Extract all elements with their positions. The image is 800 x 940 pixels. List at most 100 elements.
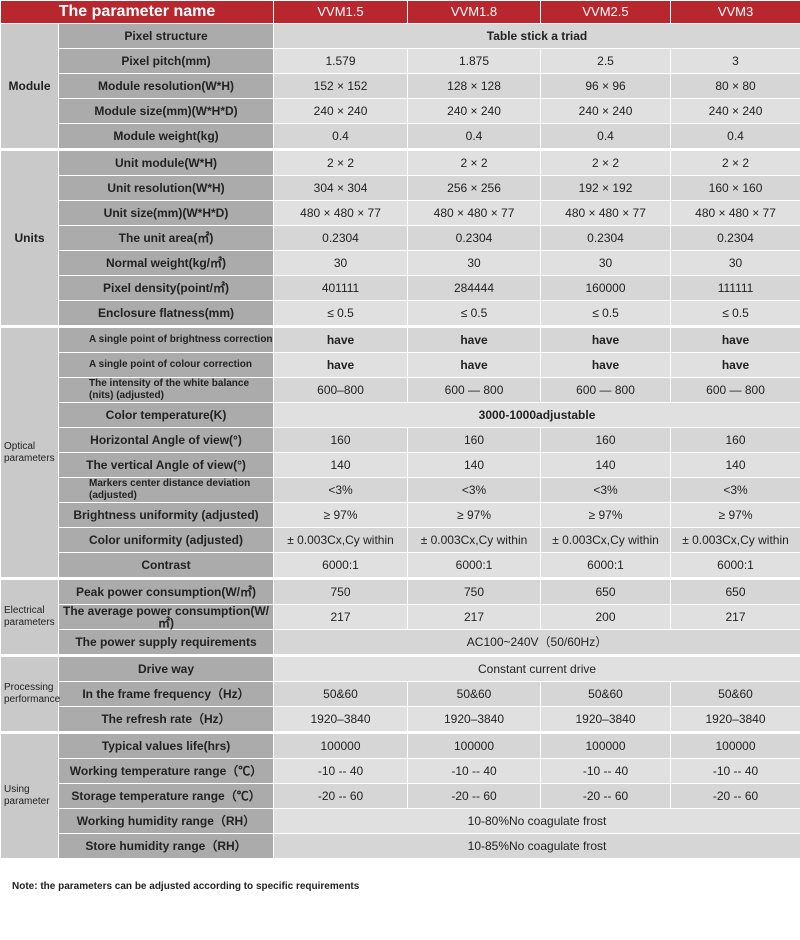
value-cell: 160 xyxy=(407,427,542,453)
value-cell: 1.875 xyxy=(407,48,542,74)
value-cell: 1920–3840 xyxy=(407,706,542,733)
table-row: Contrast 6000:1 6000:1 6000:1 6000:1 xyxy=(1,552,800,579)
parameter-label: Module size(mm)(W*H*D) xyxy=(57,98,275,124)
table-row: Enclosure flatness(mm) ≤ 0.5 ≤ 0.5 ≤ 0.5 ≤ 0… xyxy=(1,300,800,327)
value-cell: 192 × 192 xyxy=(540,175,672,201)
value-cell: 0.2304 xyxy=(540,225,672,251)
value-cell: -10 -- 40 xyxy=(407,758,542,784)
value-cell: 100000 xyxy=(273,731,409,759)
table-row: Using parameter Typical values life(hrs) 1… xyxy=(0,731,800,859)
parameter-label: Color temperature(K) xyxy=(57,402,275,428)
parameter-label: Brightness uniformity (adjusted) xyxy=(57,502,275,528)
value-cell: ≥ 97% xyxy=(273,502,409,528)
model-header: VVM1.5 xyxy=(273,0,409,24)
parameter-label: In the frame frequency（Hz） xyxy=(57,681,275,707)
model-header: VVM3 xyxy=(670,0,800,24)
value-cell: -10 -- 40 xyxy=(273,758,409,784)
table-row: Module Pixel structure Table stick a triad xyxy=(0,23,800,150)
value-cell: have xyxy=(540,352,672,378)
value-cell: 650 xyxy=(670,577,800,605)
table-row: Color uniformity (adjusted) ± 0.003Cx,Cy … xyxy=(1,527,800,553)
value-cell: -20 -- 60 xyxy=(273,783,409,809)
value-cell: 100000 xyxy=(540,731,672,759)
spec-table: The parameter name VVM1.5 VVM1.8 VVM2.5 … xyxy=(0,0,800,859)
model-header: VVM1.8 xyxy=(407,0,542,24)
table-row: Markers center distance deviation (adjus… xyxy=(1,477,800,503)
table-row: Unit resolution(W*H) 304 × 304 256 × 256 19… xyxy=(1,175,800,201)
value-cell: 160 xyxy=(670,427,800,453)
value-cell: have xyxy=(407,352,542,378)
value-cell: -10 -- 40 xyxy=(540,758,672,784)
value-cell: 217 xyxy=(407,604,542,630)
value-cell: 50&60 xyxy=(407,681,542,707)
table-row: In the frame frequency（Hz） 50&60 50&60 50&6… xyxy=(1,681,800,707)
value-cell: 160000 xyxy=(540,275,672,301)
value-cell: 80 × 80 xyxy=(670,73,800,99)
table-row: The intensity of the white balance (nits… xyxy=(1,377,800,403)
value-cell: have xyxy=(670,352,800,378)
parameter-label: Module weight(kg) xyxy=(57,123,275,150)
value-cell: 480 × 480 × 77 xyxy=(273,200,409,226)
value-cell: 3 xyxy=(670,48,800,74)
table-row: Pixel density(point/㎡) 401111 284444 160000… xyxy=(1,275,800,301)
value-cell: have xyxy=(273,352,409,378)
value-cell: have xyxy=(540,325,672,353)
table-row: Module resolution(W*H) 152 × 152 128 × 128… xyxy=(1,73,800,99)
parameter-label: Enclosure flatness(mm) xyxy=(57,300,275,327)
value-cell: 217 xyxy=(670,604,800,630)
value-cell: 480 × 480 × 77 xyxy=(407,200,542,226)
value-cell: 2 × 2 xyxy=(273,148,409,176)
value-cell: <3% xyxy=(540,477,672,503)
value-cell: 240 × 240 xyxy=(273,98,409,124)
value-cell: 160 × 160 xyxy=(670,175,800,201)
value-cell: 111111 xyxy=(670,275,800,301)
value-cell: 2.5 xyxy=(540,48,672,74)
model-header: VVM2.5 xyxy=(540,0,672,24)
value-cell: ± 0.003Cx,Cy within xyxy=(273,527,409,553)
value-cell: 240 × 240 xyxy=(540,98,672,124)
table-row: The refresh rate（Hz） 1920–3840 1920–3840 19… xyxy=(1,706,800,733)
value-cell: ≤ 0.5 xyxy=(670,300,800,327)
value-cell: 1.579 xyxy=(273,48,409,74)
value-cell: 0.4 xyxy=(273,123,409,150)
value-cell: 6000:1 xyxy=(407,552,542,579)
value-cell: 30 xyxy=(670,250,800,276)
table-row: Working humidity range（RH） 10-80%No coagu… xyxy=(1,808,800,834)
value-cell: 1920–3840 xyxy=(540,706,672,733)
parameter-label: A single point of colour correction xyxy=(57,352,275,378)
value-cell: -10 -- 40 xyxy=(670,758,800,784)
spanning-value: 3000-1000adjustable xyxy=(273,402,800,428)
value-cell: 284444 xyxy=(407,275,542,301)
parameter-label: The average power consumption(W/㎡) xyxy=(57,604,275,630)
value-cell: 6000:1 xyxy=(670,552,800,579)
value-cell: <3% xyxy=(670,477,800,503)
value-cell: -20 -- 60 xyxy=(540,783,672,809)
table-row: Optical parameters A single point of brig… xyxy=(0,325,800,579)
value-cell: ≥ 97% xyxy=(670,502,800,528)
table-row: Electrical parameters Peak power consumpt… xyxy=(0,577,800,656)
table-row: A single point of colour correction have h… xyxy=(1,352,800,378)
parameter-label: Drive way xyxy=(57,654,275,682)
value-cell: ≤ 0.5 xyxy=(540,300,672,327)
value-cell: 100000 xyxy=(407,731,542,759)
table-row: Working temperature range（℃） -10 -- 40 -10… xyxy=(1,758,800,784)
value-cell: 128 × 128 xyxy=(407,73,542,99)
value-cell: 140 xyxy=(670,452,800,478)
value-cell: ± 0.003Cx,Cy within xyxy=(540,527,672,553)
value-cell: 304 × 304 xyxy=(273,175,409,201)
value-cell: -20 -- 60 xyxy=(407,783,542,809)
value-cell: 30 xyxy=(273,250,409,276)
value-cell: have xyxy=(273,325,409,353)
table-row: The vertical Angle of view(°) 140 140 140 14… xyxy=(1,452,800,478)
parameter-label: Pixel density(point/㎡) xyxy=(57,275,275,301)
parameter-label: The power supply requirements xyxy=(57,629,275,656)
value-cell: 600 — 800 xyxy=(407,377,542,403)
spanning-value: AC100~240V（50/60Hz） xyxy=(273,629,800,656)
value-cell: 50&60 xyxy=(273,681,409,707)
parameter-label: The intensity of the white balance (nits… xyxy=(57,377,275,403)
parameter-label: Module resolution(W*H) xyxy=(57,73,275,99)
value-cell: ≥ 97% xyxy=(540,502,672,528)
value-cell: 50&60 xyxy=(670,681,800,707)
value-cell: 140 xyxy=(407,452,542,478)
